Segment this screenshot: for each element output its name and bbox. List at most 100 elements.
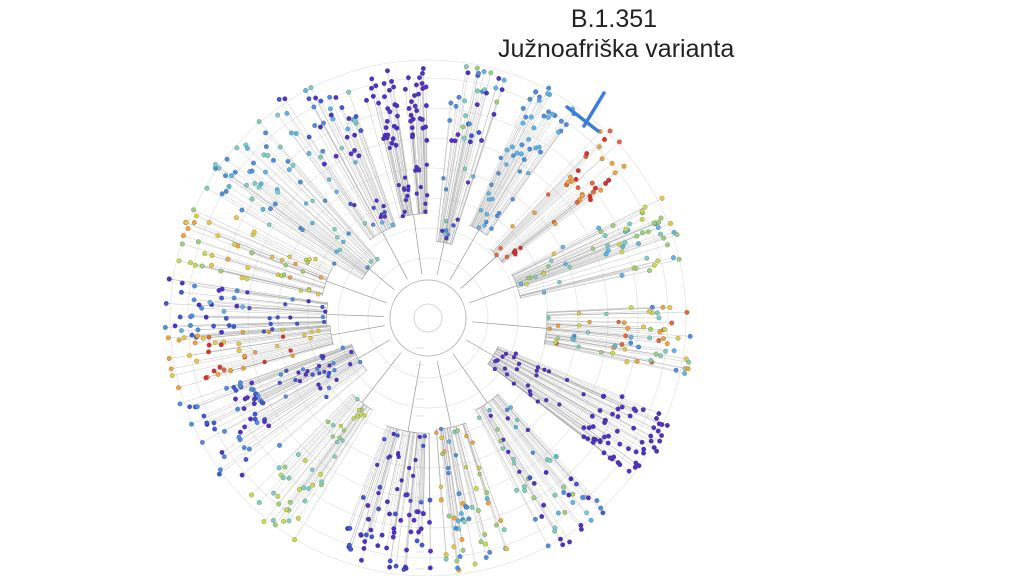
tip xyxy=(172,323,178,329)
branch xyxy=(436,429,447,560)
branch xyxy=(354,120,395,227)
tip xyxy=(352,203,357,208)
tip xyxy=(588,517,594,523)
tip xyxy=(412,93,417,98)
tip xyxy=(576,344,581,349)
tip xyxy=(335,235,340,240)
tree-tips xyxy=(162,64,693,573)
branch xyxy=(487,363,611,459)
tip xyxy=(617,242,622,248)
tip xyxy=(369,534,375,540)
tip xyxy=(658,215,664,221)
tip xyxy=(423,209,428,214)
tip xyxy=(519,281,524,286)
branch xyxy=(240,359,360,433)
tip xyxy=(443,552,449,558)
tip xyxy=(277,442,282,448)
tip xyxy=(523,114,529,120)
tip xyxy=(541,271,546,276)
branch xyxy=(544,340,651,361)
tip xyxy=(310,482,316,488)
tip xyxy=(244,182,249,188)
tip xyxy=(286,518,292,524)
branch xyxy=(481,406,561,540)
tip xyxy=(332,227,337,232)
tip xyxy=(654,310,660,316)
tip xyxy=(648,438,654,444)
branch xyxy=(407,361,421,432)
branch xyxy=(445,104,478,243)
variant-annotation: B.1.351 Južnoafriška varianta xyxy=(498,4,734,64)
tip xyxy=(423,201,428,206)
tip xyxy=(427,565,433,571)
tip xyxy=(327,177,332,182)
branch xyxy=(291,132,371,240)
tip xyxy=(358,532,364,538)
tip xyxy=(504,372,510,377)
tip xyxy=(414,82,419,88)
tip xyxy=(661,235,667,241)
branch xyxy=(202,356,358,443)
tip xyxy=(418,499,424,505)
tip xyxy=(283,263,288,268)
tip xyxy=(385,132,391,138)
tip xyxy=(390,136,396,142)
branch xyxy=(195,346,353,408)
tip xyxy=(657,438,663,444)
branch xyxy=(495,179,577,255)
tip xyxy=(567,264,572,269)
tip xyxy=(287,499,293,505)
tip xyxy=(455,217,460,222)
branch-arc xyxy=(321,267,333,296)
tip xyxy=(634,358,640,364)
tip xyxy=(267,222,272,227)
tip xyxy=(564,377,570,383)
tip xyxy=(361,546,367,551)
tip xyxy=(391,123,397,129)
branch xyxy=(387,108,409,216)
tip xyxy=(446,439,452,444)
branch xyxy=(422,88,426,214)
tip xyxy=(553,221,558,226)
tip xyxy=(384,545,390,551)
tip xyxy=(489,182,494,187)
tip xyxy=(351,416,356,421)
tip xyxy=(203,375,209,381)
tip xyxy=(615,414,621,420)
branch xyxy=(490,360,590,428)
tip xyxy=(327,363,332,368)
branch xyxy=(442,428,456,529)
tip xyxy=(659,433,664,438)
branch xyxy=(513,223,630,279)
tip xyxy=(579,193,585,199)
tip xyxy=(375,256,380,262)
tip xyxy=(476,465,482,470)
tip xyxy=(249,380,255,386)
branch xyxy=(494,181,569,254)
branch xyxy=(435,103,452,242)
tip xyxy=(605,243,611,249)
tip xyxy=(561,490,567,495)
tip xyxy=(463,464,469,470)
tip xyxy=(163,301,169,306)
tip xyxy=(317,363,322,369)
branch xyxy=(247,267,324,290)
branch xyxy=(405,432,414,496)
branch xyxy=(254,183,368,272)
tip xyxy=(191,220,197,225)
branch xyxy=(444,90,478,243)
branch xyxy=(288,398,358,479)
branch xyxy=(496,395,577,485)
tip xyxy=(525,383,531,388)
branch xyxy=(214,355,357,430)
branch xyxy=(546,312,658,316)
tip xyxy=(186,353,192,358)
tip xyxy=(402,209,407,214)
branch xyxy=(283,405,366,522)
tip xyxy=(267,316,272,321)
tip xyxy=(589,413,595,419)
tip xyxy=(612,343,618,349)
branch xyxy=(367,427,393,506)
branch xyxy=(231,175,367,274)
tip xyxy=(297,379,302,384)
